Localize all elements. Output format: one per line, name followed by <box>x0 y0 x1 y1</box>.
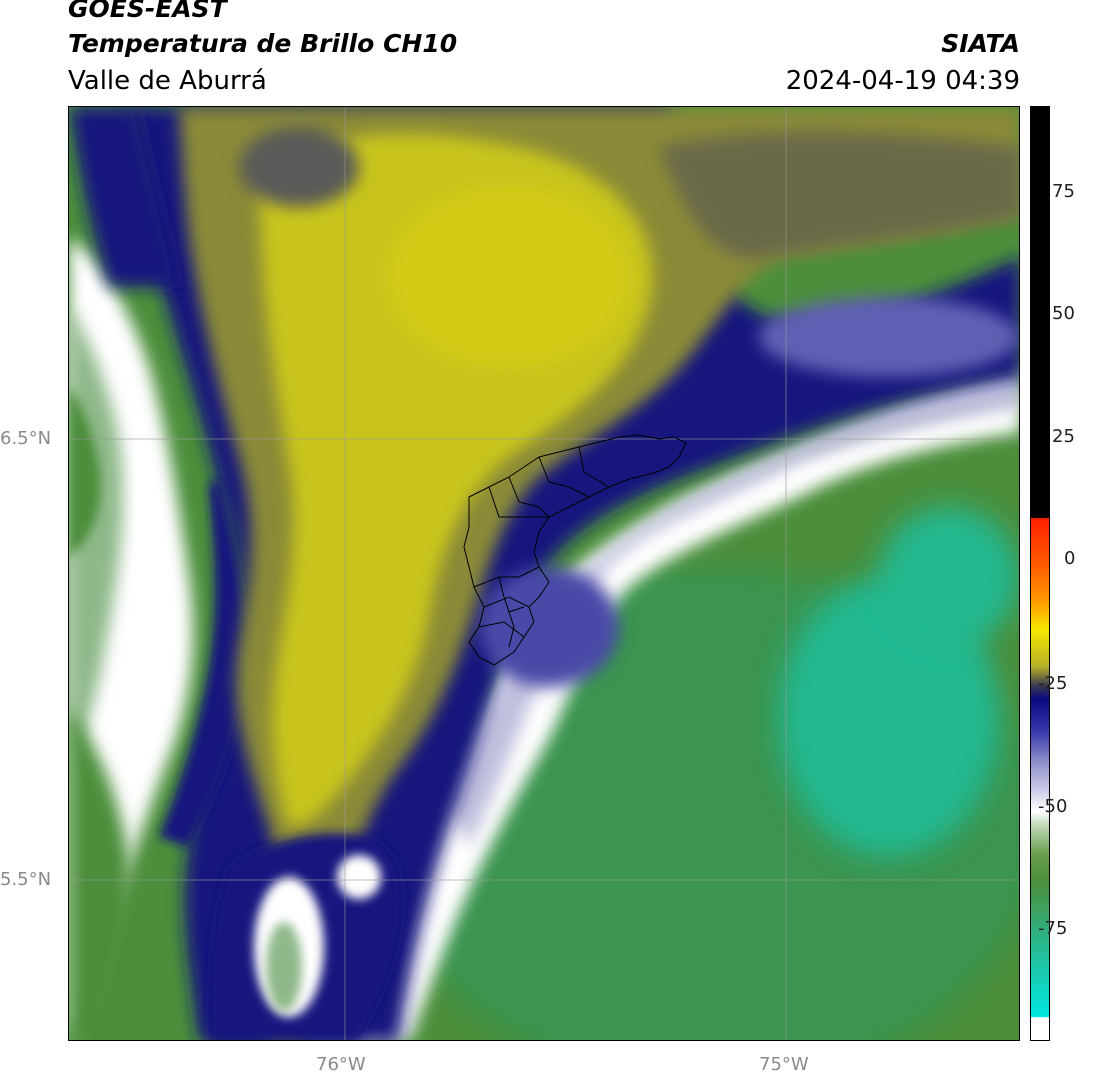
boundary-segment-5 <box>473 566 540 588</box>
brand-label: SIATA <box>941 29 1020 58</box>
colorbar-tick: 25 <box>1052 426 1075 447</box>
boundary-segment-1 <box>508 476 550 518</box>
boundary-segment-2 <box>538 456 590 498</box>
southwest-green-region <box>69 707 130 1040</box>
west-navy-streak <box>159 477 248 847</box>
south-green-spot <box>266 922 302 1012</box>
colorbar <box>1030 106 1050 1041</box>
teal-cold-region-2 <box>879 507 1019 647</box>
boundary-segment-9 <box>508 611 515 648</box>
teal-cold-region <box>779 577 999 857</box>
colorbar-tick: -75 <box>1038 918 1068 939</box>
south-white-spot-2 <box>337 855 381 899</box>
colorbar-tick: 75 <box>1052 181 1075 202</box>
colorbar-tick: 0 <box>1064 548 1076 569</box>
lon-label-75: 75°W <box>759 1054 809 1075</box>
datetime-label: 2024-04-19 04:39 <box>785 66 1020 96</box>
boundary-segment-3 <box>578 446 610 488</box>
northwest-navy <box>69 107 179 287</box>
colorbar-tick: -25 <box>1038 673 1068 694</box>
lat-label-6.5: 6.5°N <box>0 428 52 449</box>
northeast-blue-region <box>759 297 1019 377</box>
boundary-segment-4 <box>488 486 549 518</box>
northeast-grey-olive <box>659 132 1019 259</box>
municipal-boundaries <box>463 434 687 666</box>
west-green-spot <box>69 387 101 557</box>
satellite-map[interactable] <box>68 106 1020 1041</box>
yellow-core-region <box>389 187 629 367</box>
valley-blue-region <box>479 567 619 687</box>
satellite-title: GOES-EAST <box>68 0 227 23</box>
graticule <box>69 107 1019 1040</box>
boundary-segment-7 <box>498 576 525 613</box>
map-canvas <box>69 107 1019 1040</box>
lon-label-76: 76°W <box>316 1054 366 1075</box>
northwest-grey-spot <box>239 127 359 207</box>
valley-boundary-outer <box>463 434 687 666</box>
region-label: Valle de Aburrá <box>68 66 267 96</box>
colorbar-tick: 50 <box>1052 303 1075 324</box>
boundary-segment-8 <box>478 621 525 638</box>
colorbar-tick: -50 <box>1038 796 1068 817</box>
product-title: Temperatura de Brillo CH10 <box>68 29 458 58</box>
boundary-segment-6 <box>483 596 530 608</box>
lat-label-5.5: 5.5°N <box>0 869 52 890</box>
